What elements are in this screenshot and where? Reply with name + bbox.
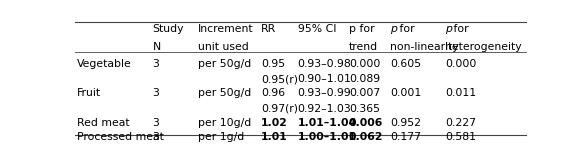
Text: RR: RR — [261, 24, 277, 34]
Text: 0.605: 0.605 — [390, 59, 422, 69]
Text: 0.006: 0.006 — [349, 118, 383, 128]
Text: 0.000: 0.000 — [349, 59, 380, 69]
Text: 1.02: 1.02 — [261, 118, 288, 128]
Text: for: for — [396, 24, 415, 34]
Text: Processed meat: Processed meat — [77, 132, 164, 142]
Text: 0.93–0.99: 0.93–0.99 — [298, 88, 352, 98]
Text: non-linearity: non-linearity — [390, 42, 459, 52]
Text: trend: trend — [349, 42, 378, 52]
Text: 3: 3 — [153, 132, 159, 142]
Text: unit used: unit used — [198, 42, 249, 52]
Text: per 10g/d: per 10g/d — [198, 118, 251, 128]
Text: 0.581: 0.581 — [445, 132, 476, 142]
Text: Fruit: Fruit — [77, 88, 101, 98]
Text: 0.92–1.03: 0.92–1.03 — [298, 104, 352, 114]
Text: 3: 3 — [153, 118, 159, 128]
Text: 1.00–1.01: 1.00–1.01 — [298, 132, 356, 142]
Text: p: p — [390, 24, 397, 34]
Text: 0.177: 0.177 — [390, 132, 421, 142]
Text: Increment: Increment — [198, 24, 253, 34]
Text: N: N — [153, 42, 161, 52]
Text: per 50g/d: per 50g/d — [198, 59, 251, 69]
Text: 0.062: 0.062 — [349, 132, 383, 142]
Text: 3: 3 — [153, 88, 159, 98]
Text: 0.97(r): 0.97(r) — [261, 104, 298, 114]
Text: Vegetable: Vegetable — [77, 59, 132, 69]
Text: 0.000: 0.000 — [445, 59, 476, 69]
Text: 0.007: 0.007 — [349, 88, 380, 98]
Text: 0.001: 0.001 — [390, 88, 422, 98]
Text: Study: Study — [153, 24, 184, 34]
Text: heterogeneity: heterogeneity — [445, 42, 521, 52]
Text: p for: p for — [349, 24, 374, 34]
Text: 0.089: 0.089 — [349, 74, 380, 84]
Text: for: for — [450, 24, 469, 34]
Text: p: p — [445, 24, 452, 34]
Text: 0.95(r): 0.95(r) — [261, 74, 298, 84]
Text: 0.952: 0.952 — [390, 118, 421, 128]
Text: 0.93–0.98: 0.93–0.98 — [298, 59, 352, 69]
Text: 95% CI: 95% CI — [298, 24, 336, 34]
Text: 1.01–1.04: 1.01–1.04 — [298, 118, 357, 128]
Text: 0.011: 0.011 — [445, 88, 476, 98]
Text: 0.95: 0.95 — [261, 59, 285, 69]
Text: per 50g/d: per 50g/d — [198, 88, 251, 98]
Text: Red meat: Red meat — [77, 118, 129, 128]
Text: 1.01: 1.01 — [261, 132, 288, 142]
Text: 3: 3 — [153, 59, 159, 69]
Text: per 1g/d: per 1g/d — [198, 132, 244, 142]
Text: 0.365: 0.365 — [349, 104, 380, 114]
Text: 0.96: 0.96 — [261, 88, 285, 98]
Text: 0.90–1.01: 0.90–1.01 — [298, 74, 352, 84]
Text: 0.227: 0.227 — [445, 118, 476, 128]
